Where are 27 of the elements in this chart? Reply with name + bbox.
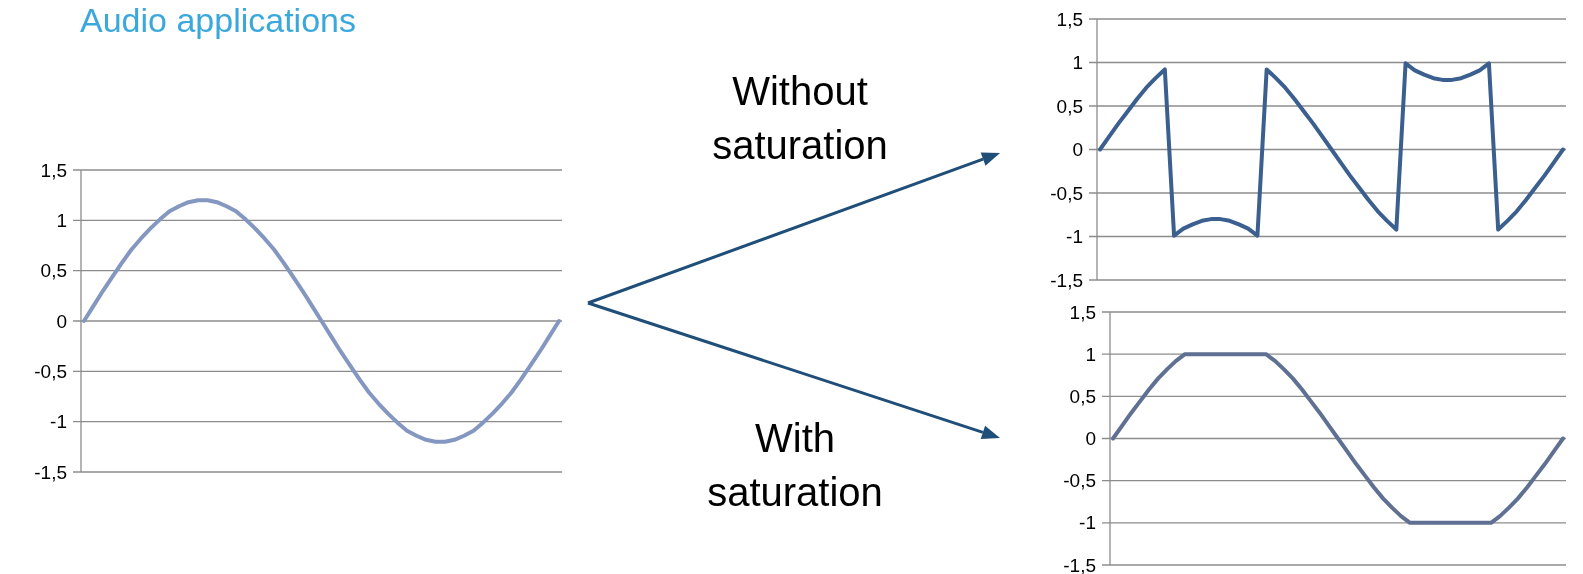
y-tick-label: 0 [1072, 139, 1083, 161]
y-tick-label: -1,5 [1063, 554, 1096, 574]
y-tick-label: -0,5 [1063, 470, 1096, 492]
y-tick-label: 1,5 [1056, 8, 1083, 30]
y-tick-label: -0,5 [34, 360, 67, 382]
line-series [1098, 61, 1565, 238]
y-tick-label: 1,5 [40, 159, 67, 181]
line-series [1111, 352, 1565, 525]
y-tick-label: 0 [56, 310, 67, 332]
y-tick-label: 1 [1072, 52, 1083, 74]
chart-title: Audio applications [80, 1, 356, 39]
line-series [82, 198, 561, 444]
y-tick-label: -1 [1079, 512, 1096, 534]
y-tick-label: 0,5 [40, 260, 67, 282]
y-tick-label: 0 [1085, 428, 1096, 450]
y-tick-label: -1 [50, 411, 67, 433]
y-tick-label: -1,5 [34, 461, 67, 483]
y-tick-label: 0,5 [1056, 95, 1083, 117]
y-tick-label: -0,5 [1050, 182, 1083, 204]
y-tick-label: 0,5 [1069, 385, 1096, 407]
y-tick-label: 1 [56, 209, 67, 231]
y-tick-label: 1,5 [1069, 301, 1096, 323]
y-tick-label: -1,5 [1050, 269, 1083, 291]
y-tick-label: 1 [1085, 343, 1096, 365]
text: With saturation [707, 416, 883, 514]
text: Without saturation [712, 69, 888, 167]
y-tick-label: -1 [1066, 226, 1083, 248]
